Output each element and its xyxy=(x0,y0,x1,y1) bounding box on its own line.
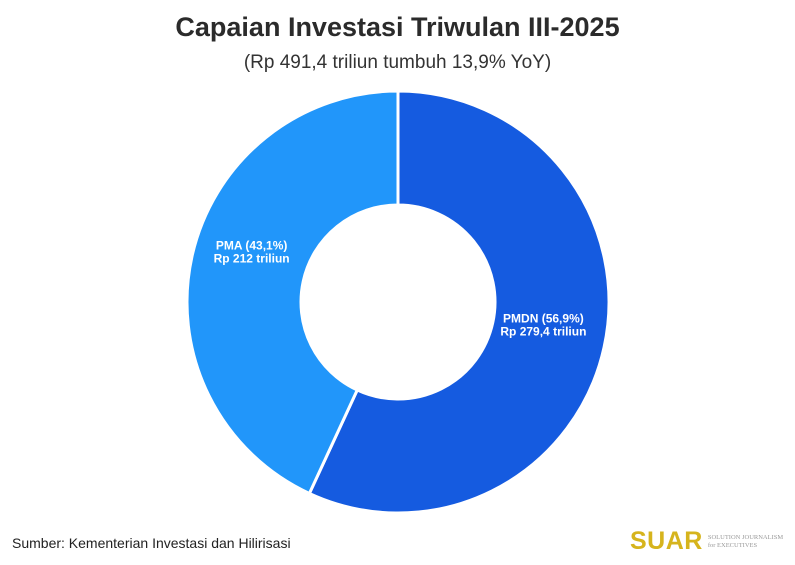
source-note: Sumber: Kementerian Investasi dan Hiliri… xyxy=(12,535,291,551)
suar-logo: SUAR SOLUTION JOURNALISM for EXECUTIVES xyxy=(630,527,788,556)
slice-label-line2: Rp 279,4 triliun xyxy=(500,325,586,339)
slice-pma xyxy=(185,89,400,495)
chart-title: Capaian Investasi Triwulan III-2025 xyxy=(175,12,620,42)
chart-subtitle: (Rp 491,4 triliun tumbuh 13,9% YoY) xyxy=(243,52,552,73)
logo-tagline: SOLUTION JOURNALISM for EXECUTIVES xyxy=(707,533,784,549)
slice-label-pma: PMA (43,1%) Rp 212 triliun xyxy=(214,238,290,265)
slice-label-line2: Rp 212 triliun xyxy=(214,251,290,265)
logo-wordmark: SUAR xyxy=(630,527,703,555)
slice-label-pmdn: PMDN (56,9%) Rp 279,4 triliun xyxy=(500,312,586,339)
slice-label-line1: PMDN (56,9%) xyxy=(503,312,584,326)
slice-label-line1: PMA (43,1%) xyxy=(216,238,288,252)
slice-pmdn xyxy=(307,89,611,515)
